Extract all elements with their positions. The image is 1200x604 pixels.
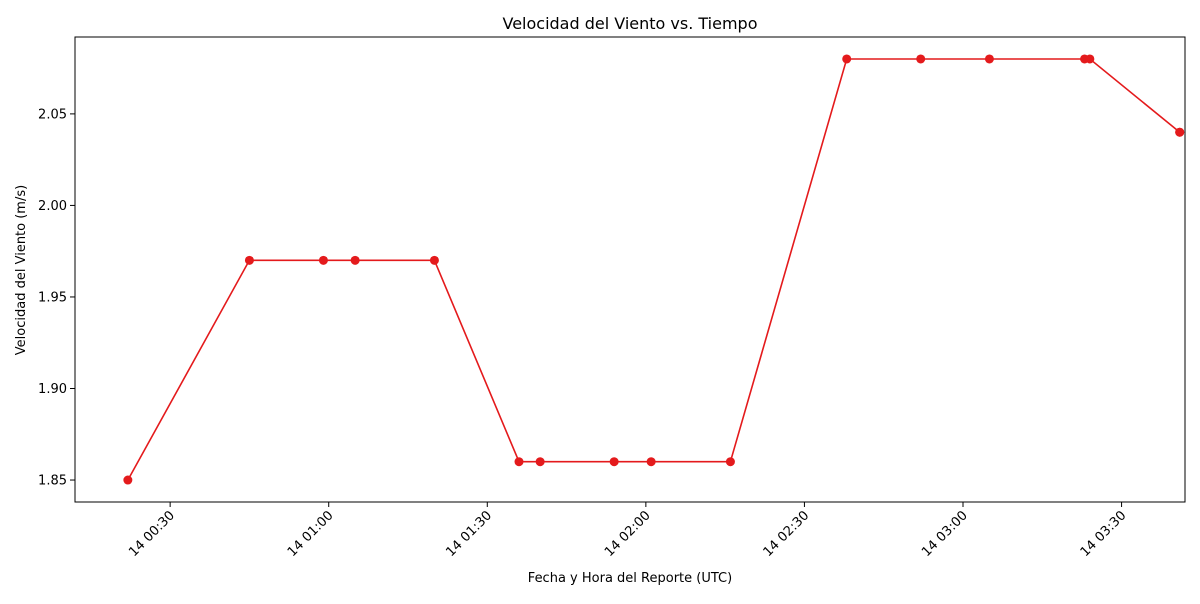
x-tick-label: 14 01:30 — [443, 508, 495, 560]
data-point — [1175, 127, 1185, 137]
y-axis-label: Velocidad del Viento (m/s) — [14, 185, 29, 355]
data-point — [842, 54, 852, 64]
plot-frame — [74, 36, 1186, 503]
data-point — [609, 457, 619, 467]
x-tick-label: 14 02:00 — [602, 508, 654, 560]
data-point — [514, 457, 524, 467]
data-point — [535, 457, 545, 467]
y-tick-label: 1.95 — [38, 290, 67, 305]
data-point — [725, 457, 735, 467]
data-point — [123, 475, 133, 485]
y-tick-label: 2.00 — [38, 199, 67, 214]
data-point — [244, 255, 254, 265]
series-line — [127, 58, 1181, 481]
data-point — [646, 457, 656, 467]
x-tick-label: 14 03:30 — [1078, 508, 1130, 560]
x-tick-label: 14 01:00 — [285, 508, 337, 560]
chart-title: Velocidad del Viento vs. Tiempo — [502, 14, 757, 33]
data-point — [318, 255, 328, 265]
plot-area: 1.85 1.90 1.95 2.00 2.05 14 00:30 14 01:00 14 0… — [38, 54, 1185, 560]
x-axis-label: Fecha y Hora del Reporte (UTC) — [528, 571, 732, 586]
y-tick-label: 1.85 — [38, 474, 67, 489]
data-point — [1085, 54, 1095, 64]
y-tick-label: 2.05 — [38, 107, 67, 122]
data-point — [916, 54, 926, 64]
data-point — [429, 255, 439, 265]
data-point — [350, 255, 360, 265]
x-tick-label: 14 00:30 — [126, 508, 178, 560]
data-point — [984, 54, 994, 64]
x-tick-label: 14 03:00 — [919, 508, 971, 560]
y-tick-label: 1.90 — [38, 382, 67, 397]
x-tick-label: 14 02:30 — [761, 508, 813, 560]
